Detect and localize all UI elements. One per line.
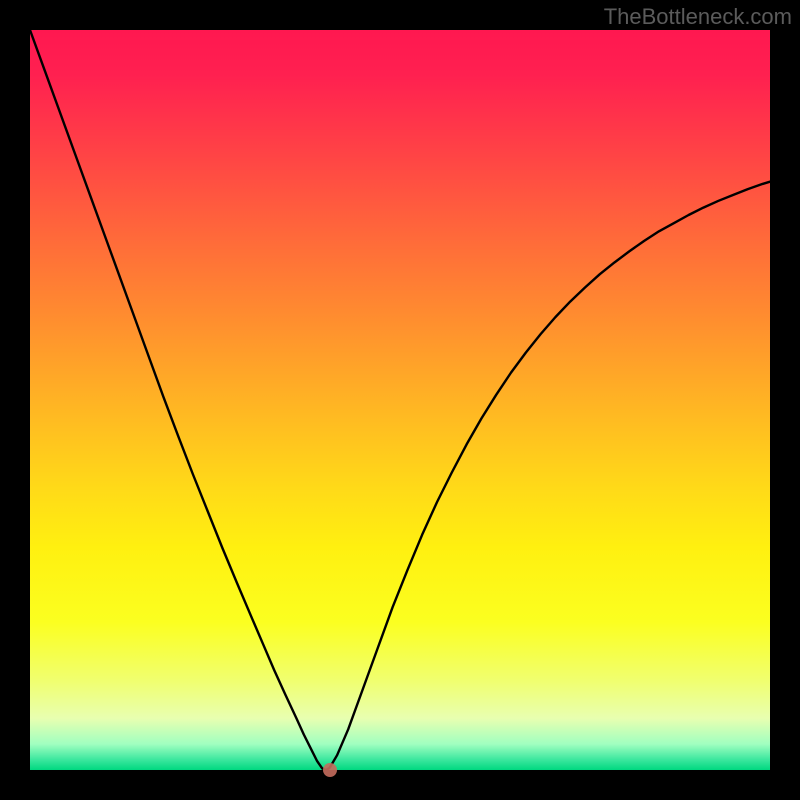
optimal-point-marker — [323, 763, 337, 777]
plot-area — [30, 30, 770, 770]
bottleneck-curve — [30, 30, 770, 770]
watermark-text: TheBottleneck.com — [604, 4, 792, 30]
curve-path — [30, 30, 770, 770]
chart-container: TheBottleneck.com — [0, 0, 800, 800]
